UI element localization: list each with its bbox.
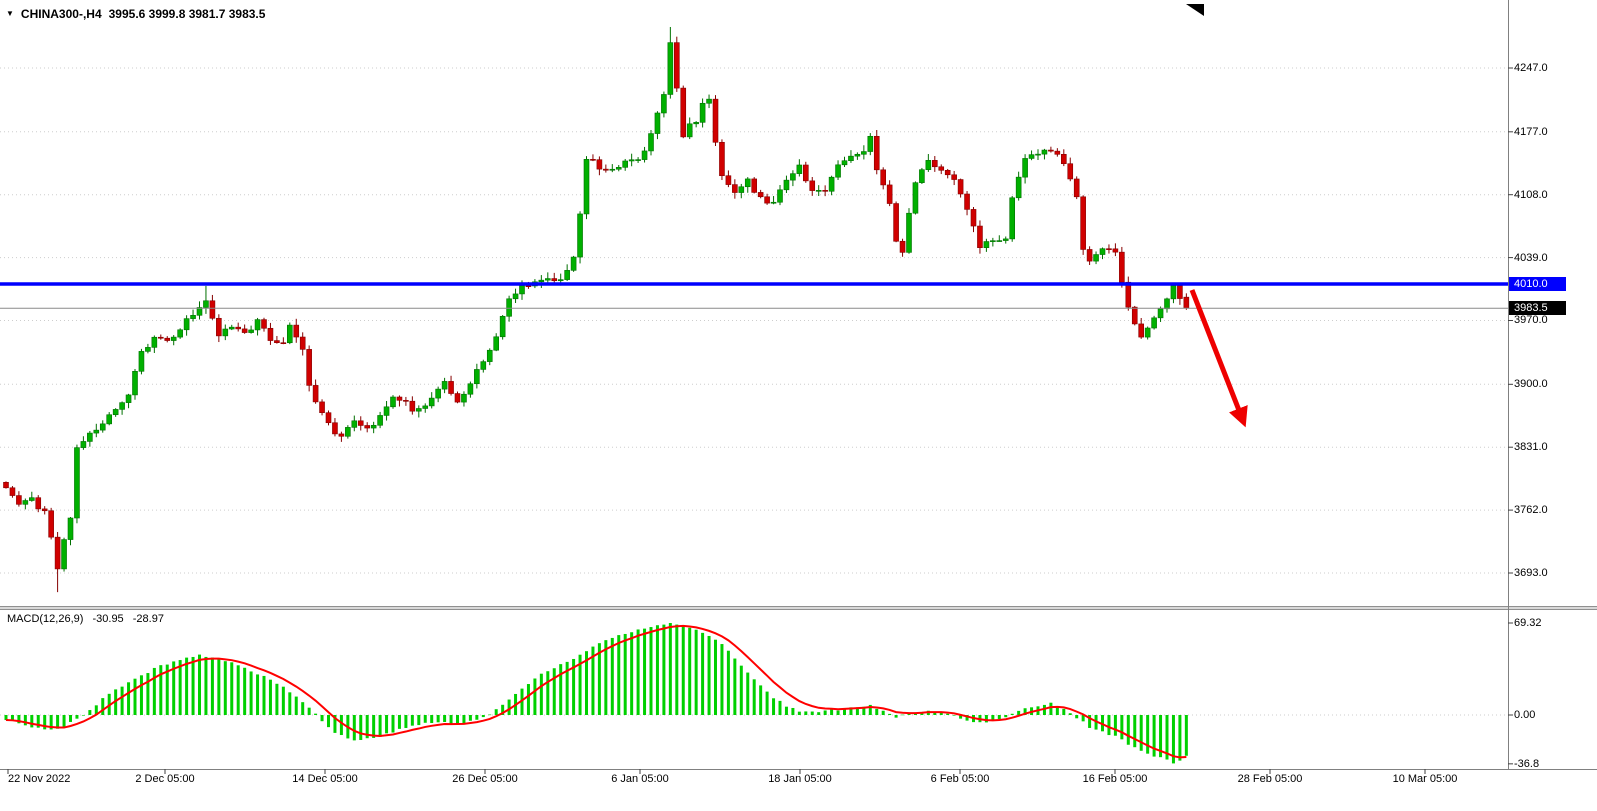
candles-layer [3,26,1190,593]
symbol-name: CHINA300-,H4 [20,7,102,21]
macd-name: MACD(12,26,9) [7,613,84,625]
macd-signal-line [5,624,1187,759]
symbol-info-bar: ▼ CHINA300-,H4 3995.6 3999.8 3981.7 3983… [6,7,265,21]
panel-splitter[interactable] [0,606,1597,610]
symbol-dropdown-icon[interactable]: ▼ [6,9,14,18]
grid-lines [0,67,1508,716]
macd-main-value: -30.95 [92,613,124,625]
macd-histogram [4,623,1188,764]
current-price-badge: 3983.5 [1509,301,1566,316]
sell-arrow-annotation[interactable] [1189,289,1248,428]
macd-indicator-label: MACD(12,26,9) -30.95 -28.97 [7,613,170,625]
symbol-ohlc-values: 3995.6 3999.8 3981.7 3983.5 [108,7,266,21]
chart-shift-marker-icon[interactable] [1186,4,1204,16]
horizontal-line-price-badge: 4010.0 [1509,277,1566,292]
macd-signal-value: -28.97 [132,613,164,625]
